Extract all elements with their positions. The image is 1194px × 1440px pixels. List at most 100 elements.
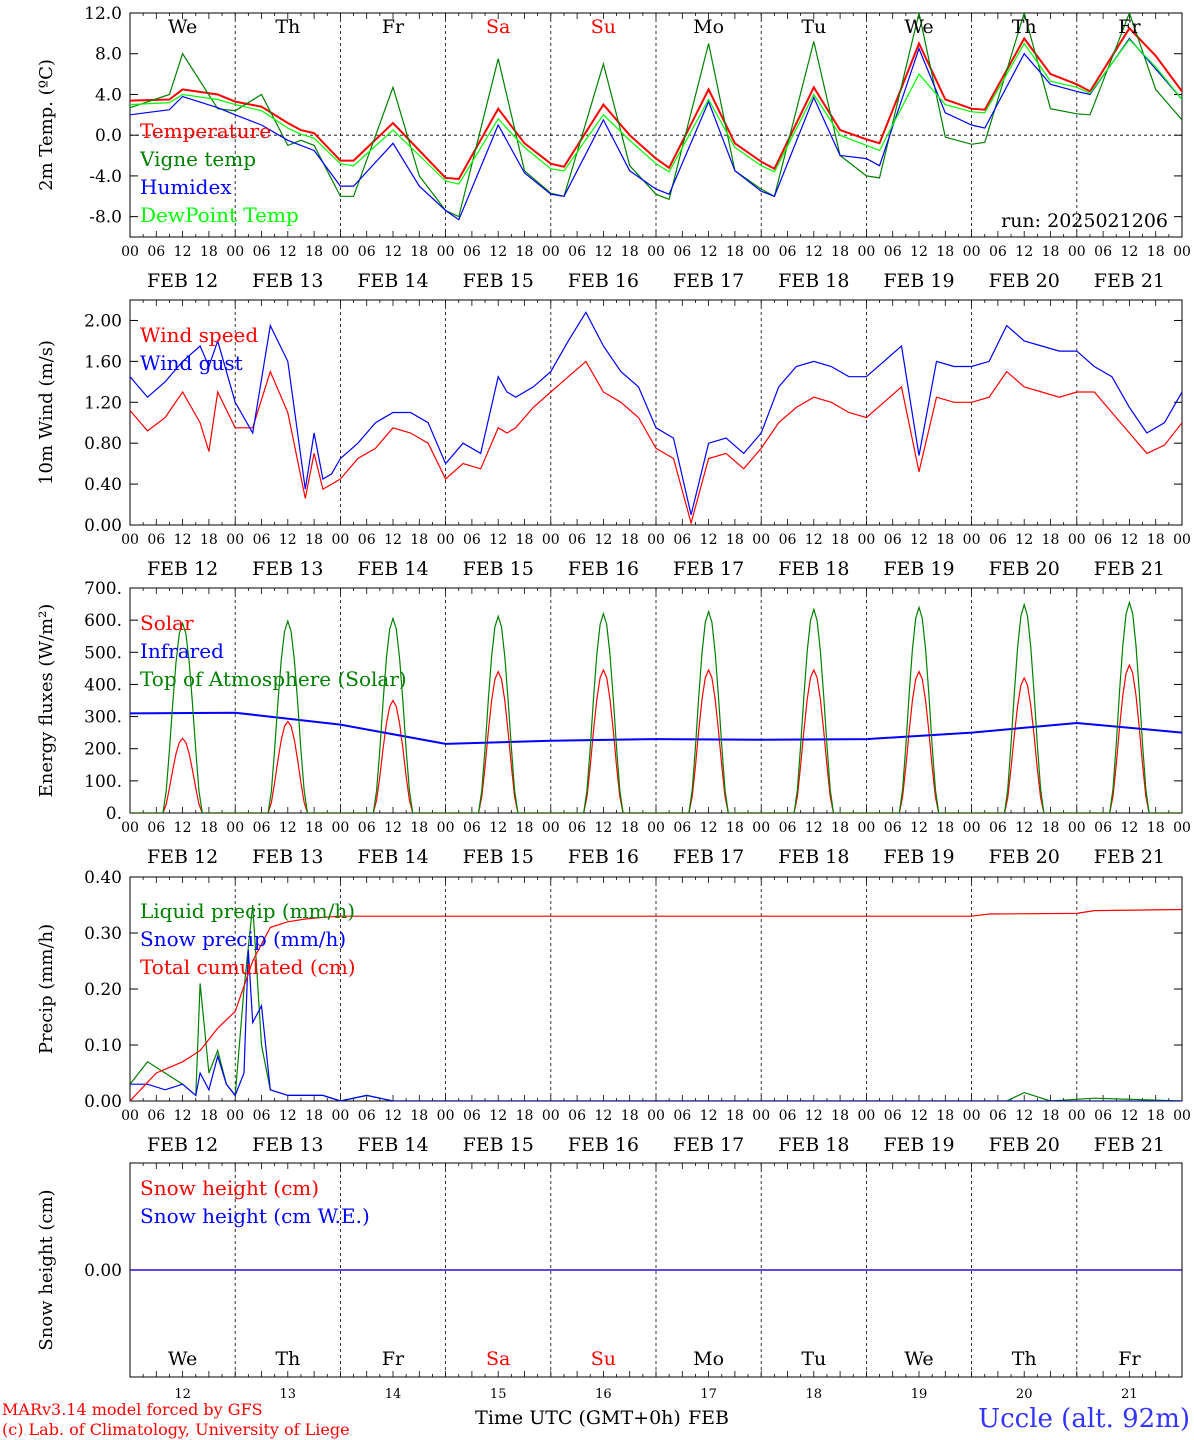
day-label: FEB 14 <box>357 270 428 292</box>
weekday-label: We <box>904 1348 933 1370</box>
hour-label: 12 <box>384 1108 402 1124</box>
day-label: FEB 19 <box>883 558 954 580</box>
hour-label: 00 <box>331 1108 349 1124</box>
hour-label: 12 <box>174 244 192 260</box>
day-label: FEB 21 <box>1094 558 1165 580</box>
hour-label: 00 <box>331 820 349 836</box>
weekday-label: Su <box>591 1348 616 1370</box>
weekday-label: We <box>168 16 197 38</box>
day-label: FEB 16 <box>568 1134 639 1156</box>
y-tick-label: 0.00 <box>84 516 122 536</box>
hour-label: 18 <box>1042 1108 1060 1124</box>
panel-snow: 0.00 Snow height (cm) Snow height (cm) Snow… <box>36 1162 1183 1402</box>
hour-label: 00 <box>752 532 770 548</box>
hour-label: 12 <box>700 820 718 836</box>
hour-label: 00 <box>1173 532 1191 548</box>
y-axis-label: Snow height (cm) <box>36 1189 57 1350</box>
y-tick-label: 0.20 <box>84 980 122 1000</box>
run-label: run: 2025021206 <box>1001 210 1168 232</box>
hour-label: 12 <box>384 820 402 836</box>
hour-label: 06 <box>1094 1108 1112 1124</box>
hour-label: 12 <box>1120 532 1138 548</box>
day-label: FEB 19 <box>883 270 954 292</box>
panel-temperature: -8.0 -4.0 0.0 4.0 8.0 12.0 2m Temp. (ºC) 00 06 12… <box>36 4 1191 292</box>
hour-label: 06 <box>568 820 586 836</box>
hour-label: 00 <box>437 244 455 260</box>
hour-label: 00 <box>1173 820 1191 836</box>
y-tick-label: -8.0 <box>89 208 122 228</box>
day-number: 16 <box>595 1387 612 1402</box>
y-tick-label: 300. <box>84 708 122 728</box>
hour-label: 00 <box>121 244 139 260</box>
y-tick-label: 500. <box>84 643 122 663</box>
hour-label: 18 <box>936 532 954 548</box>
hour-label: 18 <box>1147 532 1165 548</box>
hour-label: 00 <box>437 820 455 836</box>
hour-label: 18 <box>410 1108 428 1124</box>
hour-label: 12 <box>805 244 823 260</box>
hour-label: 00 <box>963 532 981 548</box>
hour-label: 18 <box>516 820 534 836</box>
hour-label: 00 <box>437 1108 455 1124</box>
hour-label: 06 <box>884 532 902 548</box>
day-label: FEB 13 <box>252 270 323 292</box>
weekday-label: Tu <box>801 1348 826 1370</box>
hour-label: 00 <box>1068 820 1086 836</box>
legend-entry: Liquid precip (mm/h) <box>140 899 355 923</box>
hour-label: 18 <box>305 244 323 260</box>
hour-label: 06 <box>253 820 271 836</box>
series-line-dewpoint-temp <box>130 38 1182 185</box>
hour-label: 00 <box>752 1108 770 1124</box>
day-label: FEB 20 <box>989 1134 1060 1156</box>
weekday-label: Fr <box>382 16 405 38</box>
hour-label: 00 <box>963 244 981 260</box>
day-label: FEB 17 <box>673 1134 744 1156</box>
hour-label: 18 <box>305 532 323 548</box>
hour-label: 12 <box>700 1108 718 1124</box>
weekday-label: Sa <box>486 16 510 38</box>
y-tick-label: 0.40 <box>84 868 122 888</box>
weekday-label: Fr <box>1118 1348 1141 1370</box>
hour-label: 00 <box>752 820 770 836</box>
hour-label: 18 <box>621 1108 639 1124</box>
y-tick-label: 0.40 <box>84 475 122 495</box>
hour-label: 12 <box>700 244 718 260</box>
hour-label: 18 <box>936 1108 954 1124</box>
hour-label: 12 <box>805 532 823 548</box>
hour-label: 18 <box>1042 244 1060 260</box>
day-label: FEB 16 <box>568 270 639 292</box>
hour-label: 00 <box>542 244 560 260</box>
hour-label: 18 <box>410 820 428 836</box>
hour-label: 12 <box>594 1108 612 1124</box>
y-axis-label: Energy fluxes (W/m²) <box>36 604 57 798</box>
hour-label: 06 <box>253 244 271 260</box>
y-tick-label: 8.0 <box>95 45 122 65</box>
hour-label: 18 <box>1042 532 1060 548</box>
hour-label: 18 <box>936 820 954 836</box>
hour-label: 00 <box>647 532 665 548</box>
hour-label: 12 <box>279 532 297 548</box>
hour-label: 18 <box>1042 820 1060 836</box>
y-tick-label: 200. <box>84 740 122 760</box>
day-label: FEB 18 <box>778 1134 849 1156</box>
y-tick-label: 100. <box>84 772 122 792</box>
legend-entry: Top of Atmosphere (Solar) <box>140 667 407 691</box>
y-tick-label: 0. <box>106 804 122 824</box>
hour-label: 00 <box>963 1108 981 1124</box>
weekday-label: Th <box>275 16 300 38</box>
hour-label: 18 <box>200 244 218 260</box>
legend-entry: Humidex <box>140 175 232 199</box>
series-line-wind-gust <box>130 311 1182 515</box>
day-label: FEB 18 <box>778 558 849 580</box>
weekday-label: Su <box>591 16 616 38</box>
legend-entry: Vigne temp <box>139 147 256 171</box>
hour-label: 12 <box>489 244 507 260</box>
weekday-label: Mo <box>693 1348 724 1370</box>
hour-label: 06 <box>463 820 481 836</box>
legend-entry: Snow height (cm) <box>140 1176 319 1200</box>
day-label: FEB 16 <box>568 558 639 580</box>
hour-label: 18 <box>831 532 849 548</box>
x-axis-month: FEB <box>688 1407 729 1429</box>
hour-label: 06 <box>779 1108 797 1124</box>
hour-label: 18 <box>1147 1108 1165 1124</box>
